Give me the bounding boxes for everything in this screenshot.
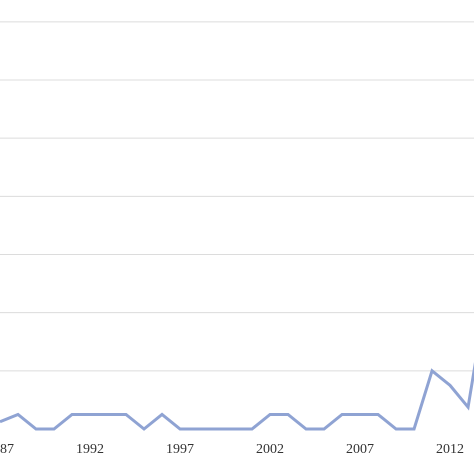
- x-tick-label: 2002: [256, 442, 284, 457]
- line-series: [0, 361, 474, 431]
- x-tick-label: 2007: [346, 442, 374, 457]
- x-tick-label: 1992: [76, 442, 104, 457]
- x-tick-label: 1987: [0, 442, 14, 457]
- x-tick-label: 2012: [436, 442, 464, 457]
- x-tick-label: 1997: [166, 442, 194, 457]
